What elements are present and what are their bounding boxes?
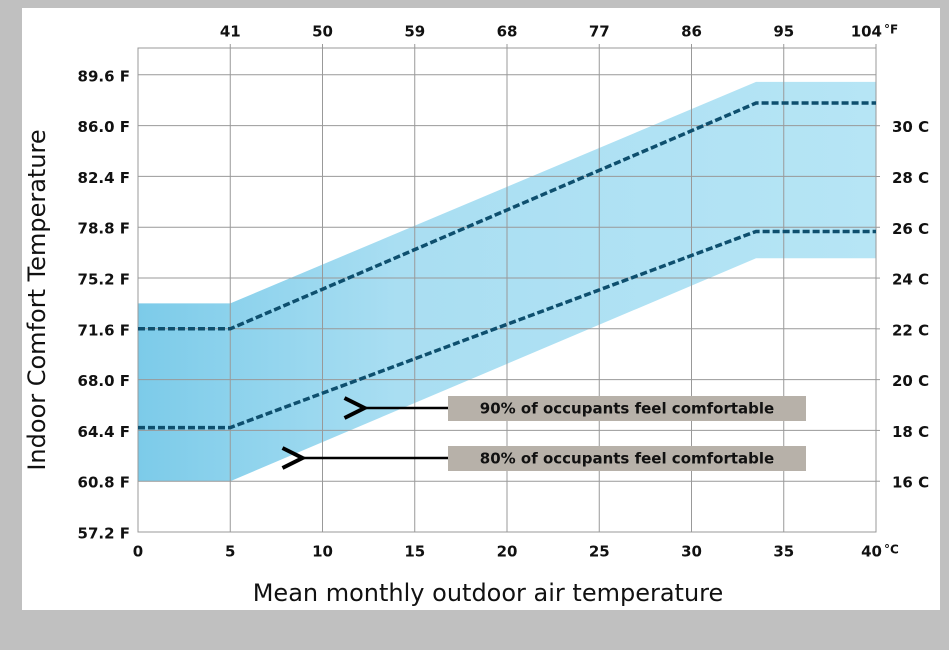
y-tick-label: 64.4 F (78, 423, 130, 441)
comfort-limit-line (138, 101, 876, 331)
x2-tick-label: 41 (220, 23, 241, 41)
annotation-box (448, 396, 806, 421)
y2-tick-label: 18 C (892, 423, 929, 441)
comfort-limit-line (138, 229, 876, 430)
x-tick-label: 15 (404, 543, 425, 561)
x-tick-label: 35 (773, 543, 794, 561)
y2-tick-label: 16 C (892, 474, 929, 492)
y2-tick-label: 22 C (892, 321, 929, 339)
y2-tick-label: 28 C (892, 169, 929, 187)
y-tick-label: 60.8 F (78, 474, 130, 492)
y-tick-label: 68.0 F (78, 372, 130, 390)
y-tick-label: 86.0 F (78, 118, 130, 136)
annotation: 90% of occupants feel comfortable (480, 400, 774, 418)
x-tick-label: 40 (861, 543, 882, 561)
x-tick-label: 10 (312, 543, 333, 561)
x2-tick-label: 68 (497, 23, 518, 41)
annotation-box (448, 446, 806, 471)
y2-tick-label: 20 C (892, 372, 929, 390)
x2-tick-label: 50 (312, 23, 333, 41)
x2-tick-label: 104 (851, 23, 882, 41)
x2-unit: °F (884, 23, 898, 37)
y2-tick-label: 24 C (892, 271, 929, 289)
x2-tick-label: 95 (773, 23, 794, 41)
y-tick-label: 75.2 F (78, 271, 130, 289)
y-tick-label: 82.4 F (78, 169, 130, 187)
y-tick-label: 57.2 F (78, 525, 130, 543)
plot-border (137, 47, 877, 533)
annotation: 80% of occupants feel comfortable (480, 450, 774, 468)
x-tick-label: 5 (225, 543, 235, 561)
x-axis-label: Mean monthly outdoor air temperature (253, 579, 724, 607)
y2-tick-label: 26 C (892, 220, 929, 238)
x2-tick-label: 77 (589, 23, 610, 41)
x-unit: °C (884, 543, 899, 557)
y-tick-label: 89.6 F (78, 67, 130, 85)
x-tick-label: 25 (589, 543, 610, 561)
x2-tick-label: 59 (404, 23, 425, 41)
y-tick-label: 78.8 F (78, 220, 130, 238)
x-tick-label: 30 (681, 543, 702, 561)
x2-tick-label: 86 (681, 23, 702, 41)
y-tick-label: 71.6 F (78, 321, 130, 339)
x-tick-label: 0 (133, 543, 143, 561)
x-tick-label: 20 (497, 543, 518, 561)
y2-tick-label: 30 C (892, 118, 929, 136)
y-axis-label: Indoor Comfort Temperature (23, 129, 51, 470)
